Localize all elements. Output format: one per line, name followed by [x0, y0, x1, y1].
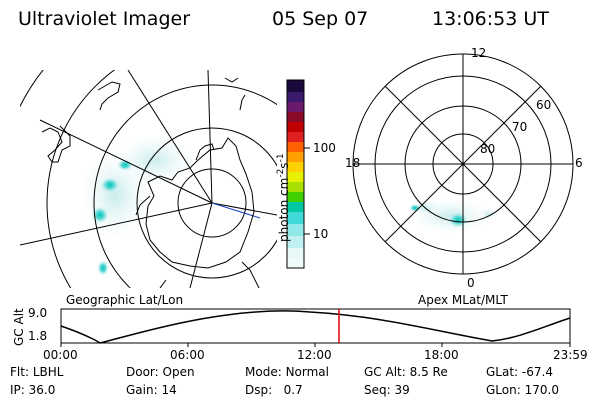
- door-value: Open: [162, 365, 195, 379]
- ip-value: 36.0: [28, 383, 56, 397]
- status-door: Door: Open: [126, 365, 195, 379]
- mlat-label-80: 80: [480, 142, 496, 156]
- altitude-xtick-1800: 18:00: [424, 348, 459, 362]
- mlt-label-18: 18: [345, 156, 361, 170]
- status-dsp: Dsp: 0.7: [245, 383, 303, 397]
- dsp-value: 0.7: [283, 383, 303, 397]
- status-seq: Seq: 39: [364, 383, 410, 397]
- app-title: Ultraviolet Imager: [18, 8, 191, 30]
- mode-label: Mode:: [245, 365, 282, 379]
- seq-label: Seq:: [364, 383, 391, 397]
- geographic-map: [20, 70, 277, 288]
- unit-main: photon cm: [277, 177, 291, 242]
- filter-label: Flt:: [10, 365, 29, 379]
- colorbar: [286, 79, 310, 269]
- altitude-ytick-min: 1.8: [28, 329, 48, 343]
- unit-s: s: [277, 162, 291, 169]
- status-filter: Flt: LBHL: [10, 365, 63, 379]
- altitude-xtick-1200: 12:00: [297, 348, 332, 362]
- colorbar-unit-label: photon cm-2s-1: [276, 153, 291, 242]
- seq-value: 39: [394, 383, 410, 397]
- mlat-label-70: 70: [512, 120, 528, 134]
- date-label: 05 Sep 07: [272, 8, 369, 30]
- time-label: 13:06:53 UT: [432, 8, 549, 30]
- door-label: Door:: [126, 365, 159, 379]
- status-glon: GLon: 170.0: [486, 383, 559, 397]
- glon-value: 170.0: [524, 383, 559, 397]
- glat-value: -67.4: [521, 365, 553, 379]
- altitude-xtick-2359: 23:59: [553, 348, 588, 362]
- filter-value: LBHL: [32, 365, 64, 379]
- mlat-label-60: 60: [536, 98, 552, 112]
- status-gc-alt: GC Alt: 8.5 Re: [364, 365, 448, 379]
- dsp-label: Dsp:: [245, 383, 273, 397]
- glon-label: GLon:: [486, 383, 521, 397]
- status-mode: Mode: Normal: [245, 365, 329, 379]
- mlt-label-0: 0: [467, 276, 475, 290]
- unit-exp1: -2: [276, 168, 286, 178]
- colorbar-tick-10: 10: [313, 227, 329, 241]
- mlt-label-6: 6: [575, 156, 583, 170]
- mlt-label-12: 12: [471, 46, 487, 60]
- colorbar-tick-100: 100: [313, 141, 336, 155]
- altitude-plot: [60, 308, 571, 347]
- altitude-xtick-0600: 06:00: [170, 348, 205, 362]
- polar-map: [352, 53, 574, 275]
- gain-label: Gain:: [126, 383, 158, 397]
- altitude-ylabel: GC Alt: [12, 308, 26, 346]
- unit-exp2: -1: [276, 153, 286, 163]
- status-ip: IP: 36.0: [10, 383, 55, 397]
- status-gain: Gain: 14: [126, 383, 177, 397]
- ip-label: IP:: [10, 383, 25, 397]
- status-glat: GLat: -67.4: [486, 365, 553, 379]
- gcalt-label: GC Alt:: [364, 365, 406, 379]
- altitude-ytick-max: 9.0: [28, 306, 48, 320]
- gcalt-value: 8.5 Re: [409, 365, 448, 379]
- right-map-label: Apex MLat/MLT: [418, 293, 508, 307]
- altitude-xtick-0000: 00:00: [43, 348, 78, 362]
- glat-label: GLat:: [486, 365, 519, 379]
- left-map-label: Geographic Lat/Lon: [66, 293, 184, 307]
- mode-value: Normal: [285, 365, 329, 379]
- gain-value: 14: [161, 383, 177, 397]
